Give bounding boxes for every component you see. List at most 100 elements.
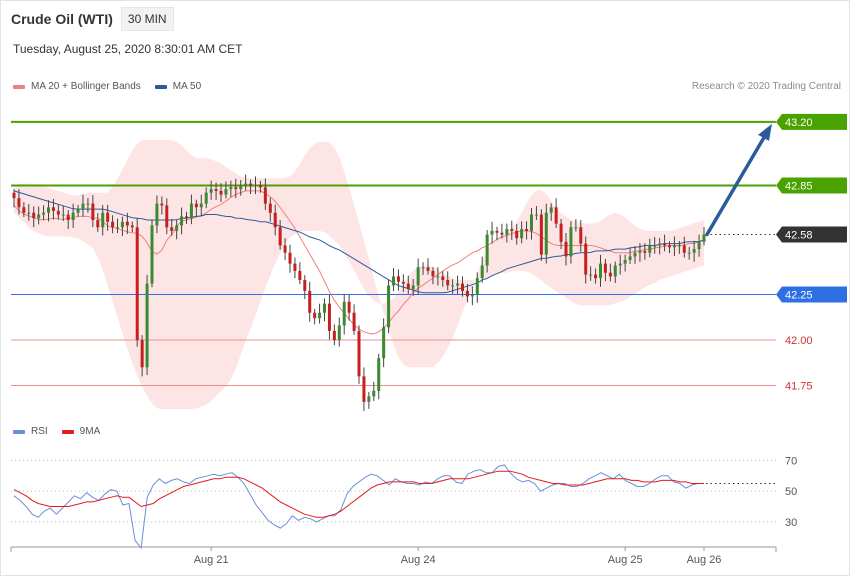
candle-body	[416, 267, 420, 286]
candle	[426, 258, 430, 275]
candle-body	[436, 276, 440, 278]
candle-body	[687, 252, 691, 254]
candle-body	[125, 221, 129, 226]
candle	[125, 212, 129, 234]
candle	[175, 219, 179, 240]
candle-body	[258, 185, 262, 188]
candle	[461, 276, 464, 297]
candle-body	[623, 260, 627, 264]
timestamp: Tuesday, August 25, 2020 8:30:01 AM CET	[13, 42, 243, 56]
candle-body	[584, 243, 588, 275]
candle	[347, 294, 351, 321]
legend-swatch-rsi	[13, 429, 25, 434]
candle-body	[175, 225, 179, 231]
candle	[618, 254, 622, 275]
candle	[32, 206, 36, 228]
level-label-42.85: 42.85	[785, 180, 813, 192]
rsi-line	[13, 464, 704, 550]
candle	[91, 195, 95, 228]
candle-body	[239, 185, 243, 190]
candle	[145, 274, 149, 375]
candle	[401, 274, 405, 293]
candle	[239, 180, 243, 196]
candle	[313, 308, 317, 325]
candle	[421, 262, 425, 275]
candle-body	[204, 192, 208, 204]
candle-body	[22, 207, 26, 213]
candle-body	[396, 276, 400, 282]
candle-body	[170, 227, 174, 231]
time-tick-label: Aug 24	[401, 554, 436, 566]
chart-header: Crude Oil (WTI) 30 MIN	[11, 7, 174, 31]
candle	[37, 206, 41, 225]
candle-body	[668, 245, 671, 248]
candle	[554, 198, 558, 228]
candle	[209, 180, 213, 200]
candle-body	[387, 285, 391, 328]
candle	[293, 257, 297, 279]
candle	[406, 275, 410, 294]
candle	[372, 381, 376, 401]
legend-label-rsi: RSI	[31, 426, 48, 437]
candle	[81, 194, 85, 217]
candle-body	[401, 281, 405, 284]
candle-body	[549, 207, 553, 213]
candle	[485, 230, 489, 273]
legend-swatch-ma50	[154, 84, 167, 89]
candle	[451, 279, 455, 294]
candle-body	[382, 327, 386, 359]
candle-body	[61, 214, 65, 216]
interval-selector[interactable]: 30 MIN	[120, 7, 174, 31]
candle	[549, 203, 553, 221]
candle-body	[91, 203, 95, 220]
price-legend: MA 20 + Bollinger Bands MA 50	[13, 81, 209, 92]
candle	[170, 219, 174, 236]
candle	[332, 324, 336, 346]
candle	[273, 204, 277, 236]
candle	[682, 236, 686, 258]
candle-body	[293, 263, 297, 271]
candle-body	[347, 301, 351, 313]
candle	[623, 254, 627, 272]
candle	[687, 246, 691, 260]
candle-body	[199, 203, 203, 208]
candle-body	[594, 274, 598, 279]
rsi-legend: RSI 9MA	[13, 426, 108, 437]
candle-body	[51, 207, 55, 211]
candle	[362, 367, 366, 411]
candle-body	[135, 227, 139, 340]
candle	[357, 325, 361, 384]
candle-body	[530, 214, 533, 231]
candle	[520, 221, 524, 244]
candle-body	[599, 263, 602, 279]
candle	[318, 303, 322, 324]
level-tag-42.58	[776, 226, 847, 243]
candle	[288, 244, 292, 273]
candle-body	[490, 230, 494, 235]
candle-body	[702, 234, 706, 242]
forecast-arrow-shaft	[705, 134, 767, 237]
candle	[603, 258, 607, 282]
candle	[101, 205, 105, 236]
candle	[534, 205, 538, 220]
candle	[56, 205, 60, 220]
candle	[244, 174, 248, 191]
candle	[278, 220, 282, 250]
candle	[160, 196, 164, 215]
candle	[111, 215, 115, 234]
candle-body	[362, 376, 366, 402]
candle	[653, 236, 657, 254]
candle-body	[209, 189, 213, 193]
candle	[263, 178, 267, 210]
candle	[579, 220, 583, 252]
candle	[559, 218, 563, 250]
time-tick-label: Aug 25	[608, 554, 643, 566]
candle	[475, 272, 479, 303]
candle	[327, 295, 331, 340]
bollinger-band	[14, 140, 704, 410]
candle-body	[633, 252, 637, 257]
candle-body	[318, 312, 322, 319]
candle-body	[32, 212, 36, 219]
candle	[456, 275, 460, 295]
candle-body	[692, 249, 696, 253]
